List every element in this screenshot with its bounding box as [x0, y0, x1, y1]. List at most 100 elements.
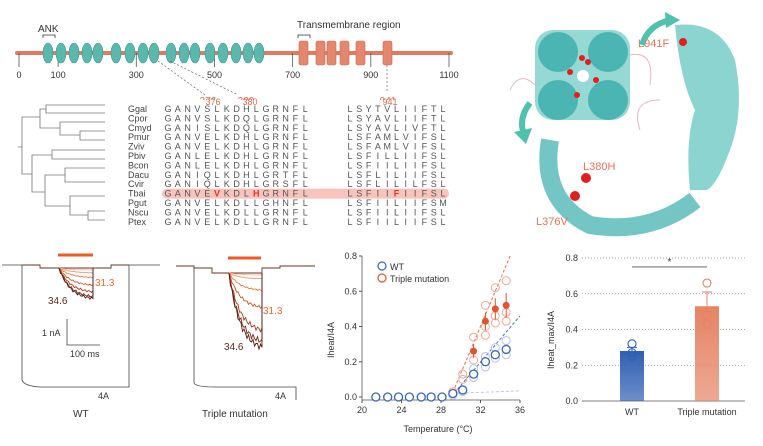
- current-trace: [228, 272, 263, 280]
- ank-repeat: [189, 42, 201, 64]
- residue: G: [164, 132, 171, 142]
- residue: V: [403, 142, 409, 152]
- residue: K: [224, 142, 230, 152]
- mutation-site: [579, 55, 585, 61]
- current-trace: [228, 272, 263, 309]
- ref-label-triple: 4A: [275, 391, 286, 401]
- panel-title-triple: Triple mutation: [202, 409, 268, 420]
- ank-repeat: [217, 42, 229, 64]
- species-label: Bcon: [128, 160, 149, 170]
- subunit: [588, 32, 628, 72]
- residue: N: [184, 132, 191, 142]
- residue: D: [233, 104, 240, 114]
- residue: I: [405, 207, 408, 217]
- residue: F: [366, 179, 372, 189]
- ank-repeat: [110, 42, 122, 64]
- residue: G: [164, 160, 171, 170]
- residue: V: [194, 189, 200, 199]
- phylo-tree-branch: [21, 147, 32, 175]
- residue: S: [356, 132, 362, 142]
- arrow-head-left: [514, 128, 532, 144]
- residue: V: [403, 132, 409, 142]
- residue: L: [440, 123, 445, 133]
- data-point-triple: [470, 347, 478, 355]
- residue: H: [253, 189, 260, 199]
- residue: L: [303, 151, 308, 161]
- phylo-tree-branch: [64, 167, 105, 175]
- data-point: [627, 351, 637, 361]
- data-point-wt: [426, 392, 436, 402]
- residue: R: [273, 217, 280, 227]
- residue: L: [214, 170, 219, 180]
- residue: I: [405, 179, 408, 189]
- residue: G: [262, 170, 269, 180]
- residue: R: [273, 207, 280, 217]
- data-point-wt: [468, 369, 479, 379]
- residue: L: [303, 170, 308, 180]
- species-label: Cmyd: [128, 123, 152, 133]
- residue: L: [254, 179, 259, 189]
- residue: S: [204, 113, 210, 123]
- trace-wt: 31.3 34.6 1 nA 100 ms 4A WT: [2, 253, 160, 420]
- mutation-site: [567, 69, 573, 75]
- phylo-tree-branch: [39, 108, 46, 117]
- residue: I: [414, 160, 417, 170]
- residue: I: [414, 170, 417, 180]
- legend-label-wt: WT: [390, 262, 404, 272]
- ank-repeat: [165, 42, 177, 64]
- residue: D: [233, 207, 240, 217]
- data-point-wt: [448, 388, 458, 399]
- residue: A: [175, 151, 181, 161]
- residue: D: [233, 198, 240, 208]
- residue: L: [303, 113, 308, 123]
- residue: V: [194, 198, 200, 208]
- residue: L: [254, 113, 259, 123]
- residue: R: [273, 132, 280, 142]
- residue: E: [204, 189, 210, 199]
- data-point-wt: [480, 357, 491, 367]
- residue: T: [431, 123, 437, 133]
- species-label: Pbiv: [128, 151, 146, 161]
- residue: L: [254, 123, 259, 133]
- tm-segment: [315, 40, 326, 66]
- residue: K: [224, 207, 230, 217]
- residue: N: [282, 104, 289, 114]
- residue: L: [347, 189, 352, 199]
- residue: D: [233, 113, 240, 123]
- residue: F: [293, 207, 299, 217]
- residue: N: [184, 179, 191, 189]
- residue: Y: [366, 104, 372, 114]
- alignment-site-label: 380: [242, 97, 257, 107]
- residue: L: [214, 123, 219, 133]
- residue: L: [254, 132, 259, 142]
- residue: K: [224, 151, 230, 161]
- residue: I: [405, 151, 408, 161]
- residue: K: [224, 198, 230, 208]
- ankyrin-arc: [539, 138, 701, 237]
- site-label: 941: [380, 96, 397, 100]
- subunit: [538, 80, 578, 120]
- residue: R: [273, 142, 280, 152]
- residue: Q: [243, 113, 250, 123]
- residue: L: [394, 207, 399, 217]
- scatter-xlabel: Temperature (°C): [403, 424, 472, 434]
- residue: G: [262, 160, 269, 170]
- x-tick-label: 24: [396, 405, 406, 415]
- residue: L: [303, 132, 308, 142]
- residue: S: [356, 160, 362, 170]
- data-point: [627, 339, 637, 349]
- residue: I: [414, 217, 417, 227]
- residue: L: [244, 207, 249, 217]
- phylo-tree-branch: [44, 192, 70, 207]
- mutation-site: [593, 77, 599, 83]
- ank-repeat: [124, 42, 136, 64]
- replicate-point-triple: [458, 369, 468, 379]
- residue: G: [164, 207, 171, 217]
- ank-repeat: [253, 42, 265, 64]
- residue: F: [422, 217, 428, 227]
- residue: F: [422, 179, 428, 189]
- residue: L: [214, 132, 219, 142]
- tm-label: Transmembrane region: [297, 20, 401, 31]
- residue: R: [273, 151, 280, 161]
- temp-label-high-triple: 34.6: [224, 342, 244, 353]
